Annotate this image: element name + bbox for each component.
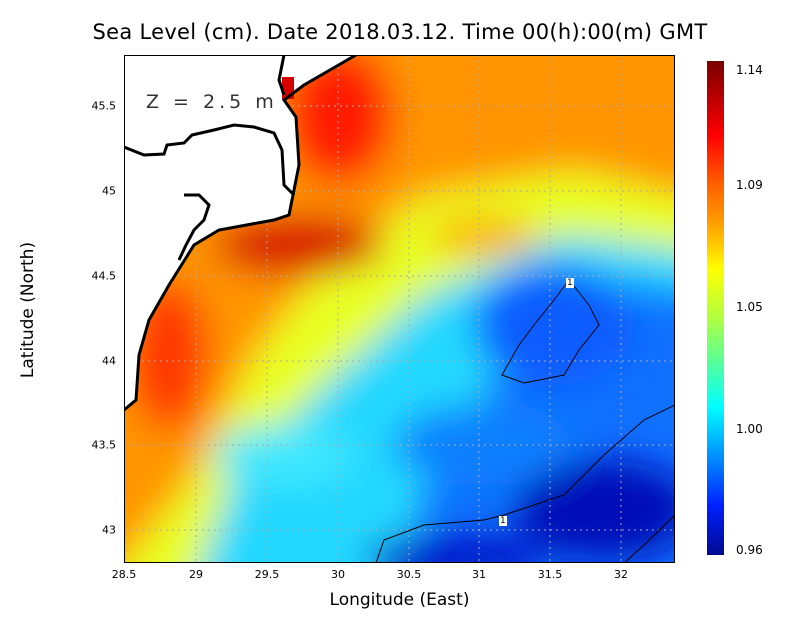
y-tick: 43 xyxy=(102,523,116,537)
blue-area xyxy=(474,265,634,385)
x-tick: 28.5 xyxy=(111,568,137,581)
darkblue-area xyxy=(514,460,675,560)
depth-label: Z = 2.5 m xyxy=(146,91,278,113)
y-tick: 44.5 xyxy=(91,269,117,283)
colorbar-tick: 1.09 xyxy=(736,178,763,192)
x-axis-label: Longitude (East) xyxy=(329,590,470,610)
contour-label: 1 xyxy=(499,516,507,526)
contour-lines xyxy=(375,279,675,563)
cyan-blob xyxy=(214,425,354,485)
colorbar xyxy=(707,61,724,555)
y-axis-label: Latitude (North) xyxy=(18,241,38,379)
red-area xyxy=(214,215,384,275)
sea-level-field xyxy=(124,55,675,563)
colorbar-tick: 1.00 xyxy=(736,422,763,436)
x-tick: 32 xyxy=(614,568,628,581)
contour-label: 1 xyxy=(566,278,574,288)
map-title: Sea Level (cm). Date 2018.03.12. Time 00… xyxy=(92,20,708,44)
y-tick: 45 xyxy=(102,184,116,198)
colorbar-tick: 0.96 xyxy=(736,543,763,557)
y-tick: 45.5 xyxy=(91,99,117,113)
x-tick: 29.5 xyxy=(254,568,280,581)
colorbar-tick: 1.14 xyxy=(736,63,763,77)
x-tick: 31.5 xyxy=(537,568,563,581)
colorbar-tick: 1.05 xyxy=(736,300,763,314)
x-tick: 30 xyxy=(331,568,345,581)
coastline xyxy=(124,55,357,412)
x-tick: 30.5 xyxy=(396,568,422,581)
red-area xyxy=(284,55,394,185)
x-tick: 29 xyxy=(189,568,203,581)
orange-blob xyxy=(429,217,539,253)
y-tick: 43.5 xyxy=(91,438,117,452)
y-tick: 44 xyxy=(102,354,116,368)
x-tick: 31 xyxy=(472,568,486,581)
